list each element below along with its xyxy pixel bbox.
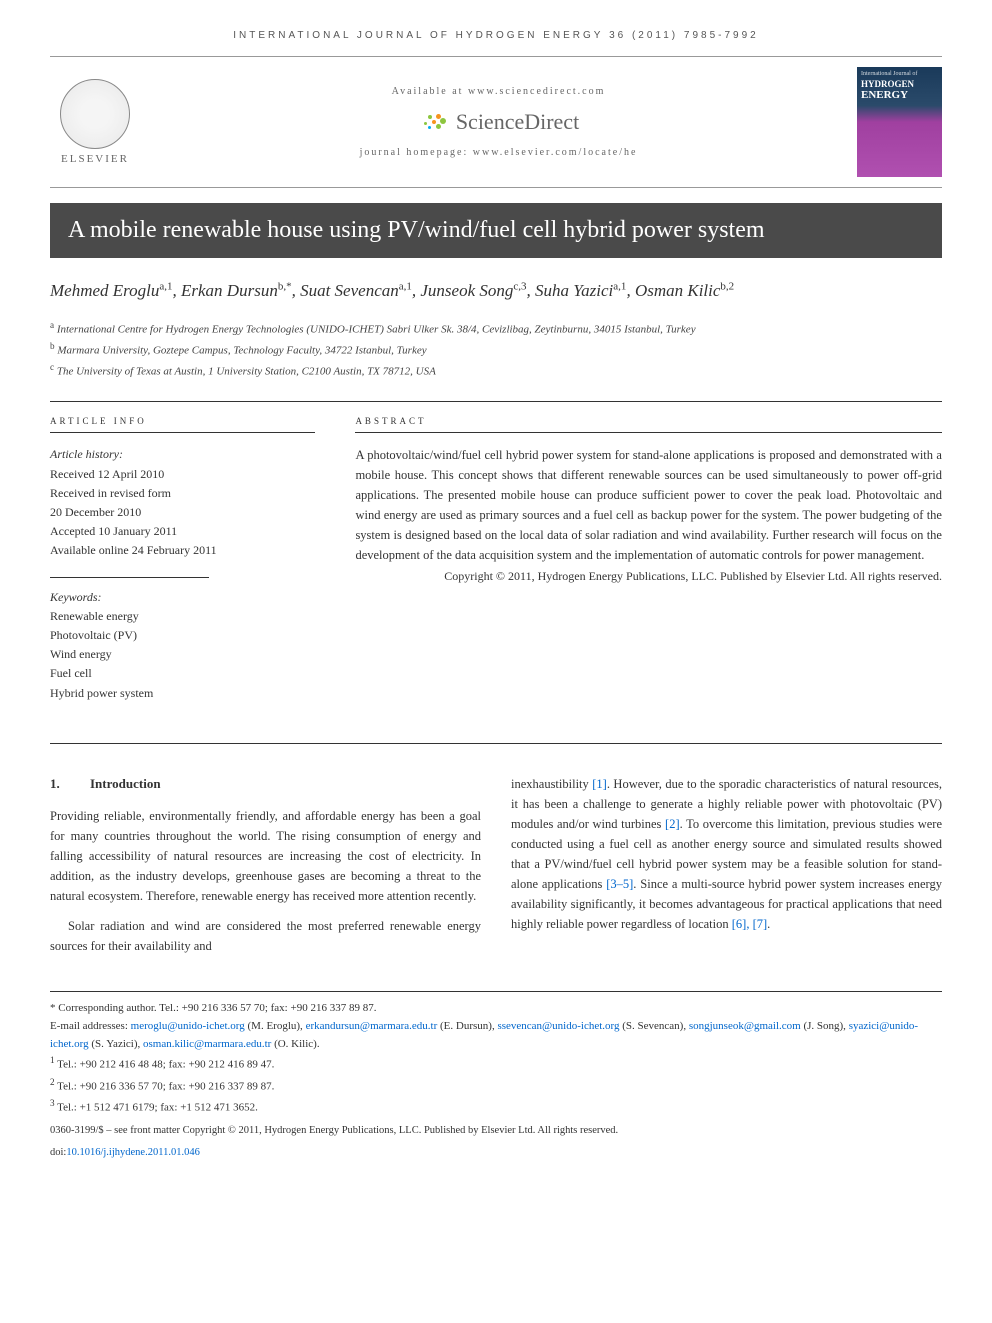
- email-link[interactable]: songjunseok@gmail.com: [689, 1020, 801, 1032]
- cover-line2: HYDROGEN: [861, 79, 938, 89]
- cover-line3: ENERGY: [861, 89, 938, 101]
- reference-link-4[interactable]: [6], [7]: [732, 917, 767, 931]
- keyword: Renewable energy: [50, 607, 315, 626]
- history-line: Received in revised form: [50, 484, 315, 503]
- journal-header: INTERNATIONAL JOURNAL OF HYDROGEN ENERGY…: [50, 30, 942, 41]
- doi-link[interactable]: 10.1016/j.ijhydene.2011.01.046: [66, 1147, 199, 1158]
- abstract-column: ABSTRACT A photovoltaic/wind/fuel cell h…: [335, 402, 942, 732]
- keyword: Hybrid power system: [50, 684, 315, 703]
- info-abstract-row: ARTICLE INFO Article history: Received 1…: [50, 401, 942, 732]
- email-addresses: E-mail addresses: meroglu@unido-ichet.or…: [50, 1018, 942, 1053]
- keywords-heading: Keywords:: [50, 588, 315, 607]
- abstract-text: A photovoltaic/wind/fuel cell hybrid pow…: [355, 445, 942, 565]
- issn-line: 0360-3199/$ – see front matter Copyright…: [50, 1123, 942, 1139]
- footnote-tel-3: 3 Tel.: +1 512 471 6179; fax: +1 512 471…: [50, 1096, 942, 1117]
- keywords-block: Keywords: Renewable energy Photovoltaic …: [50, 588, 315, 703]
- article-info-label: ARTICLE INFO: [50, 416, 315, 433]
- abstract-copyright: Copyright © 2011, Hydrogen Energy Public…: [355, 569, 942, 584]
- email-link[interactable]: osman.kilic@marmara.edu.tr: [143, 1038, 271, 1050]
- top-banner: ELSEVIER Available at www.sciencedirect.…: [50, 56, 942, 188]
- banner-center: Available at www.sciencedirect.com Scien…: [155, 86, 842, 158]
- intro-number: 1.: [50, 774, 90, 795]
- history-line: 20 December 2010: [50, 503, 315, 522]
- article-info-column: ARTICLE INFO Article history: Received 1…: [50, 402, 335, 732]
- history-line: Available online 24 February 2011: [50, 541, 315, 560]
- keyword: Fuel cell: [50, 664, 315, 683]
- footnotes: * Corresponding author. Tel.: +90 216 33…: [50, 991, 942, 1160]
- email-link[interactable]: meroglu@unido-ichet.org: [131, 1020, 245, 1032]
- keyword: Wind energy: [50, 645, 315, 664]
- body-column-left: 1.Introduction Providing reliable, envir…: [50, 774, 481, 967]
- article-history-block: Article history: Received 12 April 2010 …: [50, 445, 315, 560]
- email-link[interactable]: ssevencan@unido-ichet.org: [497, 1020, 619, 1032]
- email-link[interactable]: erkandursun@marmara.edu.tr: [306, 1020, 438, 1032]
- article-title-bar: A mobile renewable house using PV/wind/f…: [50, 203, 942, 258]
- history-heading: Article history:: [50, 445, 315, 464]
- section-divider: [50, 743, 942, 744]
- footnote-tel-1: 1 Tel.: +90 212 416 48 48; fax: +90 212 …: [50, 1053, 942, 1074]
- history-line: Accepted 10 January 2011: [50, 522, 315, 541]
- history-line: Received 12 April 2010: [50, 465, 315, 484]
- reference-link-2[interactable]: [2]: [665, 817, 680, 831]
- body-columns: 1.Introduction Providing reliable, envir…: [50, 774, 942, 967]
- info-divider: [50, 577, 209, 578]
- affiliation-c: c The University of Texas at Austin, 1 U…: [50, 360, 942, 381]
- corresponding-author: * Corresponding author. Tel.: +90 216 33…: [50, 1000, 942, 1018]
- abstract-label: ABSTRACT: [355, 416, 942, 433]
- article-title: A mobile renewable house using PV/wind/f…: [68, 215, 924, 246]
- reference-link-3[interactable]: [3–5]: [606, 877, 633, 891]
- elsevier-text: ELSEVIER: [61, 153, 129, 165]
- reference-link-1[interactable]: [1]: [592, 777, 607, 791]
- intro-paragraph-2a: Solar radiation and wind are considered …: [50, 916, 481, 956]
- affiliations: a International Centre for Hydrogen Ener…: [50, 318, 942, 382]
- elsevier-logo: ELSEVIER: [50, 72, 140, 172]
- doi-line: doi:10.1016/j.ijhydene.2011.01.046: [50, 1145, 942, 1161]
- keyword: Photovoltaic (PV): [50, 626, 315, 645]
- intro-paragraph-2b: inexhaustibility [1]. However, due to th…: [511, 774, 942, 934]
- intro-heading: 1.Introduction: [50, 774, 481, 795]
- available-at-text: Available at www.sciencedirect.com: [155, 86, 842, 97]
- footnote-tel-2: 2 Tel.: +90 216 336 57 70; fax: +90 216 …: [50, 1075, 942, 1096]
- sciencedirect-logo: ScienceDirect: [155, 109, 842, 135]
- intro-title: Introduction: [90, 776, 161, 791]
- cover-line1: International Journal of: [861, 71, 938, 77]
- affiliation-b: b Marmara University, Goztepe Campus, Te…: [50, 339, 942, 360]
- affiliation-a: a International Centre for Hydrogen Ener…: [50, 318, 942, 339]
- elsevier-tree-icon: [60, 79, 130, 149]
- intro-paragraph-1: Providing reliable, environmentally frie…: [50, 806, 481, 906]
- sciencedirect-dots-icon: [418, 112, 448, 132]
- homepage-text: journal homepage: www.elsevier.com/locat…: [155, 147, 842, 158]
- sciencedirect-text: ScienceDirect: [456, 109, 579, 135]
- body-column-right: inexhaustibility [1]. However, due to th…: [511, 774, 942, 967]
- journal-cover-thumbnail: International Journal of HYDROGEN ENERGY: [857, 67, 942, 177]
- authors-list: Mehmed Eroglua,1, Erkan Dursunb,*, Suat …: [50, 278, 942, 304]
